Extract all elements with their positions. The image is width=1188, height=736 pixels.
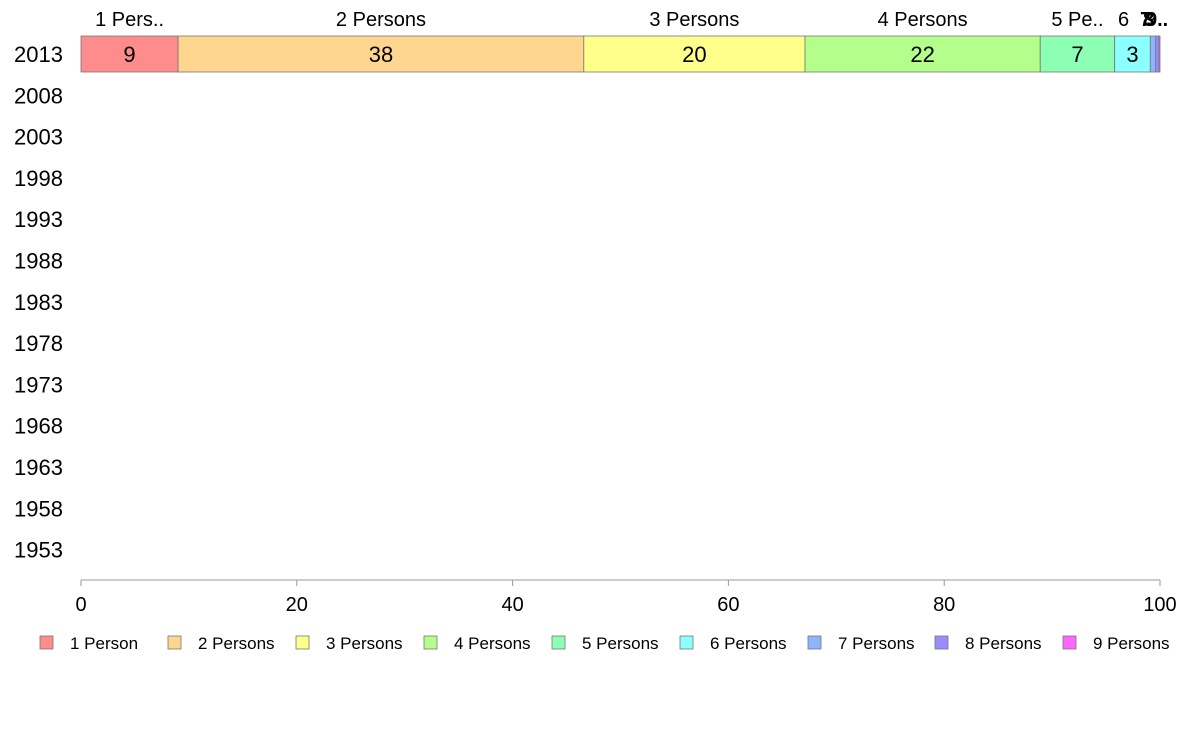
legend-swatch-8 [934, 635, 949, 650]
legend-swatch-6 [679, 635, 694, 650]
year-label-2008: 2008 [14, 83, 63, 108]
year-label-1983: 1983 [14, 290, 63, 315]
bar-segment-2013-8 [1155, 35, 1160, 73]
year-label-1968: 1968 [14, 414, 63, 439]
legend-swatch-7 [807, 635, 822, 650]
top-label-7: 7 [1140, 9, 1151, 31]
year-label-1958: 1958 [14, 496, 63, 521]
legend-label-7: 7 Persons [838, 634, 915, 653]
top-label-9: 9.. [1146, 9, 1168, 31]
data-label-2013-2: 38 [369, 42, 393, 67]
top-label-5: 5 Pe.. [1051, 9, 1103, 31]
legend-label-6: 6 Persons [710, 634, 787, 653]
year-label-2003: 2003 [14, 125, 63, 150]
legend-label-1: 1 Person [70, 634, 138, 653]
year-label-1978: 1978 [14, 331, 63, 356]
legend-swatch-1 [39, 635, 54, 650]
data-label-2013-4: 22 [910, 42, 934, 67]
top-label-8: 8 [1143, 9, 1154, 31]
bar-segment-2013-7 [1149, 35, 1157, 73]
bar-segment-2013-3 [583, 35, 806, 73]
bar-segment-2013-1 [80, 35, 179, 73]
x-tick-label-80: 80 [933, 594, 955, 616]
x-tick-label-0: 0 [75, 594, 86, 616]
bar-segment-2013-5 [1039, 35, 1116, 73]
bar-segment-2013-9 [1158, 35, 1161, 73]
legend-swatch-3 [295, 635, 310, 650]
legend-label-8: 8 Persons [965, 634, 1042, 653]
bar-segment-2013-6 [1114, 35, 1151, 73]
legend-label-9: 9 Persons [1093, 634, 1170, 653]
x-tick-label-20: 20 [286, 594, 308, 616]
legend-swatch-5 [551, 635, 566, 650]
year-label-1993: 1993 [14, 207, 63, 232]
legend-swatch-2 [167, 635, 182, 650]
top-label-3: 3 Persons [649, 9, 739, 31]
year-label-1988: 1988 [14, 249, 63, 274]
top-label-6: 6 [1118, 9, 1129, 31]
top-label-4: 4 Persons [878, 9, 968, 31]
x-tick-label-100: 100 [1143, 594, 1176, 616]
legend-label-2: 2 Persons [198, 634, 275, 653]
legend-label-3: 3 Persons [326, 634, 403, 653]
data-label-2013-6: 3 [1126, 42, 1138, 67]
legend-label-4: 4 Persons [454, 634, 531, 653]
data-label-2013-3: 20 [682, 42, 706, 67]
bar-segment-2013-2 [177, 35, 585, 73]
year-label-1973: 1973 [14, 372, 63, 397]
year-label-1998: 1998 [14, 166, 63, 191]
legend-swatch-4 [423, 635, 438, 650]
year-label-1963: 1963 [14, 455, 63, 480]
year-label-2013: 2013 [14, 42, 63, 67]
legend-swatch-9 [1062, 635, 1077, 650]
data-label-2013-5: 7 [1071, 42, 1083, 67]
data-label-2013-1: 9 [123, 42, 135, 67]
legend-label-5: 5 Persons [582, 634, 659, 653]
bar-segment-2013-4 [804, 35, 1041, 73]
x-tick-label-40: 40 [501, 594, 523, 616]
year-label-1953: 1953 [14, 538, 63, 563]
top-label-1: 1 Pers.. [95, 9, 164, 31]
x-tick-label-60: 60 [717, 594, 739, 616]
top-label-2: 2 Persons [336, 9, 426, 31]
